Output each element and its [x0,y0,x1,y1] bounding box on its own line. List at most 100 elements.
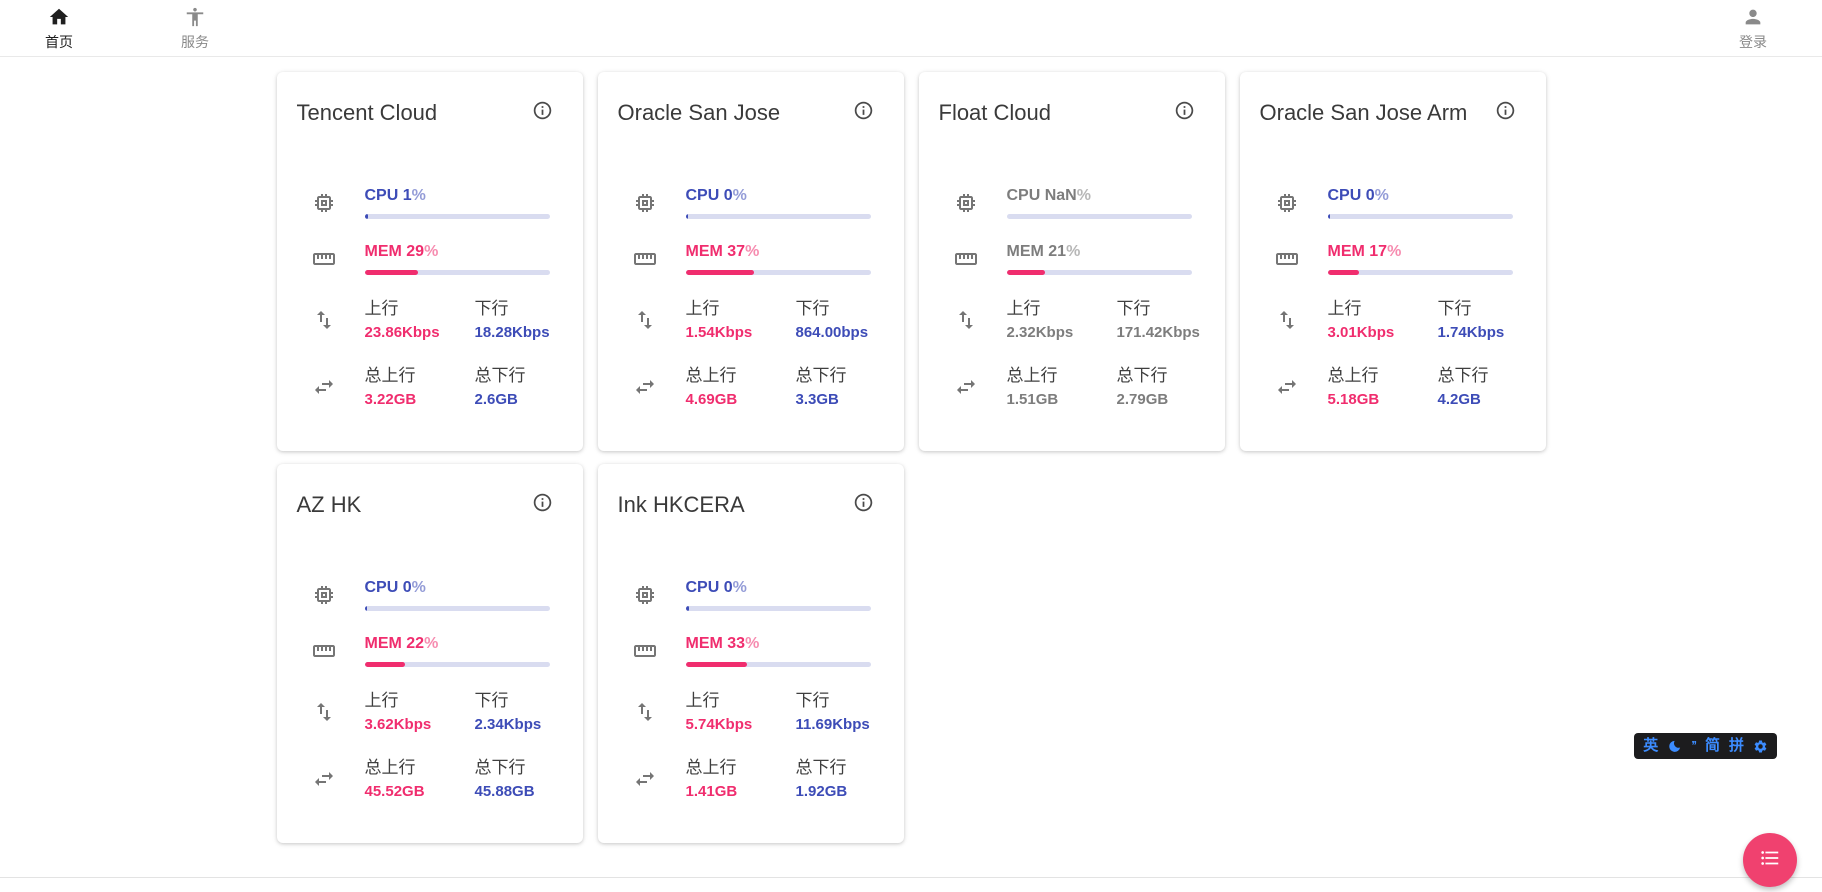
total-values: 总上行 5.18GB 总下行 4.2GB [1328,365,1513,409]
upload-label: 上行 [686,690,796,712]
server-name: Tencent Cloud [297,98,438,128]
account-icon [1742,6,1764,33]
upload-label: 上行 [1328,298,1438,320]
gear-icon[interactable] [1753,739,1768,754]
up-down-arrows-icon [1275,308,1299,332]
server-name: Ink HKCERA [618,490,745,520]
memory-ruler-icon [312,247,336,271]
download-value: 171.42Kbps [1117,323,1192,342]
server-card-grid: Tencent Cloud CPU 1% MEM 29% [277,72,1546,843]
nav-item-login[interactable]: 登录 [1724,6,1782,50]
total-download-label: 总下行 [475,365,550,387]
speed-row: 上行 23.86Kbps 下行 18.28Kbps [312,298,553,342]
cpu-row: CPU 1% [312,186,553,219]
ime-simplified-indicator[interactable]: 简 [1705,733,1720,759]
total-download-label: 总下行 [1438,365,1513,387]
server-stats: CPU 0% MEM 37% 上行 [618,186,874,409]
cpu-row: CPU 0% [633,578,874,611]
input-method-panel[interactable]: 英 ’’ 简 拼 [1634,733,1777,759]
server-list-fab[interactable] [1743,833,1797,887]
total-values: 总上行 1.41GB 总下行 1.92GB [686,757,871,801]
total-row: 总上行 45.52GB 总下行 45.88GB [312,757,553,801]
total-upload-label: 总上行 [1328,365,1438,387]
cpu-label: CPU 1% [365,186,550,206]
server-name: Oracle San Jose Arm [1260,98,1468,128]
download-value: 11.69Kbps [796,715,871,734]
mem-progress-track [1007,270,1192,275]
ime-english-indicator[interactable]: 英 [1643,733,1658,759]
info-icon[interactable] [1174,100,1195,126]
nav-login-label: 登录 [1739,34,1767,50]
speed-row: 上行 2.32Kbps 下行 171.42Kbps [954,298,1195,342]
cpu-chip-icon [1275,191,1299,215]
speed-values: 上行 3.01Kbps 下行 1.74Kbps [1328,298,1513,342]
download-label: 下行 [796,690,871,712]
speed-row: 上行 3.01Kbps 下行 1.74Kbps [1275,298,1516,342]
info-icon[interactable] [853,100,874,126]
speed-row: 上行 5.74Kbps 下行 11.69Kbps [633,690,874,734]
cpu-meter: CPU 0% [686,578,871,611]
total-row: 总上行 1.41GB 总下行 1.92GB [633,757,874,801]
mem-progress-track [1328,270,1513,275]
server-name: Oracle San Jose [618,98,781,128]
cpu-progress-track [365,606,550,611]
total-download-value: 2.6GB [475,390,550,409]
server-card: Oracle San Jose CPU 0% MEM 3 [598,72,904,451]
server-card: Ink HKCERA CPU 0% MEM 33% [598,464,904,843]
speed-values: 上行 1.54Kbps 下行 864.00bps [686,298,871,342]
cpu-row: CPU NaN% [954,186,1195,219]
mem-label: MEM 22% [365,634,550,654]
download-value: 1.74Kbps [1438,323,1513,342]
mem-row: MEM 17% [1275,242,1516,275]
cpu-progress-track [1328,214,1513,219]
info-icon[interactable] [1495,100,1516,126]
cpu-row: CPU 0% [633,186,874,219]
upload-value: 1.54Kbps [686,323,796,342]
cpu-meter: CPU 0% [1328,186,1513,219]
cpu-progress-fill [686,214,689,219]
nav-item-home[interactable]: 首页 [30,6,88,50]
mem-meter: MEM 37% [686,242,871,275]
download-value: 864.00bps [796,323,871,342]
server-stats: CPU 1% MEM 29% 上行 [297,186,553,409]
download-label: 下行 [1438,298,1513,320]
server-card: Float Cloud CPU NaN% MEM 21% [919,72,1225,451]
total-upload-label: 总上行 [686,757,796,779]
total-download-label: 总下行 [796,365,871,387]
mem-progress-fill [686,662,747,667]
ime-punctuation-indicator[interactable]: ’’ [1691,733,1696,759]
upload-label: 上行 [365,690,475,712]
upload-label: 上行 [365,298,475,320]
cpu-chip-icon [312,191,336,215]
upload-value: 2.32Kbps [1007,323,1117,342]
total-download-value: 1.92GB [796,782,871,801]
mem-progress-fill [1007,270,1046,275]
cpu-meter: CPU 0% [686,186,871,219]
cpu-progress-track [1007,214,1192,219]
total-download-value: 45.88GB [475,782,550,801]
mem-meter: MEM 29% [365,242,550,275]
cpu-chip-icon [954,191,978,215]
cpu-row: CPU 0% [312,578,553,611]
nav-item-services[interactable]: 服务 [166,6,224,50]
memory-ruler-icon [954,247,978,271]
speed-values: 上行 23.86Kbps 下行 18.28Kbps [365,298,550,342]
mem-meter: MEM 33% [686,634,871,667]
info-icon[interactable] [532,100,553,126]
nav-services-label: 服务 [181,34,209,50]
moon-icon[interactable] [1667,739,1682,754]
cpu-progress-track [686,606,871,611]
mem-label: MEM 17% [1328,242,1513,262]
total-values: 总上行 3.22GB 总下行 2.6GB [365,365,550,409]
ime-pinyin-indicator[interactable]: 拼 [1729,733,1744,759]
info-icon[interactable] [853,492,874,518]
info-icon[interactable] [532,492,553,518]
cpu-chip-icon [633,583,657,607]
mem-progress-track [686,662,871,667]
mem-label: MEM 37% [686,242,871,262]
mem-progress-track [686,270,871,275]
total-upload-value: 3.22GB [365,390,475,409]
total-upload-value: 4.69GB [686,390,796,409]
cpu-chip-icon [633,191,657,215]
total-download-value: 2.79GB [1117,390,1192,409]
